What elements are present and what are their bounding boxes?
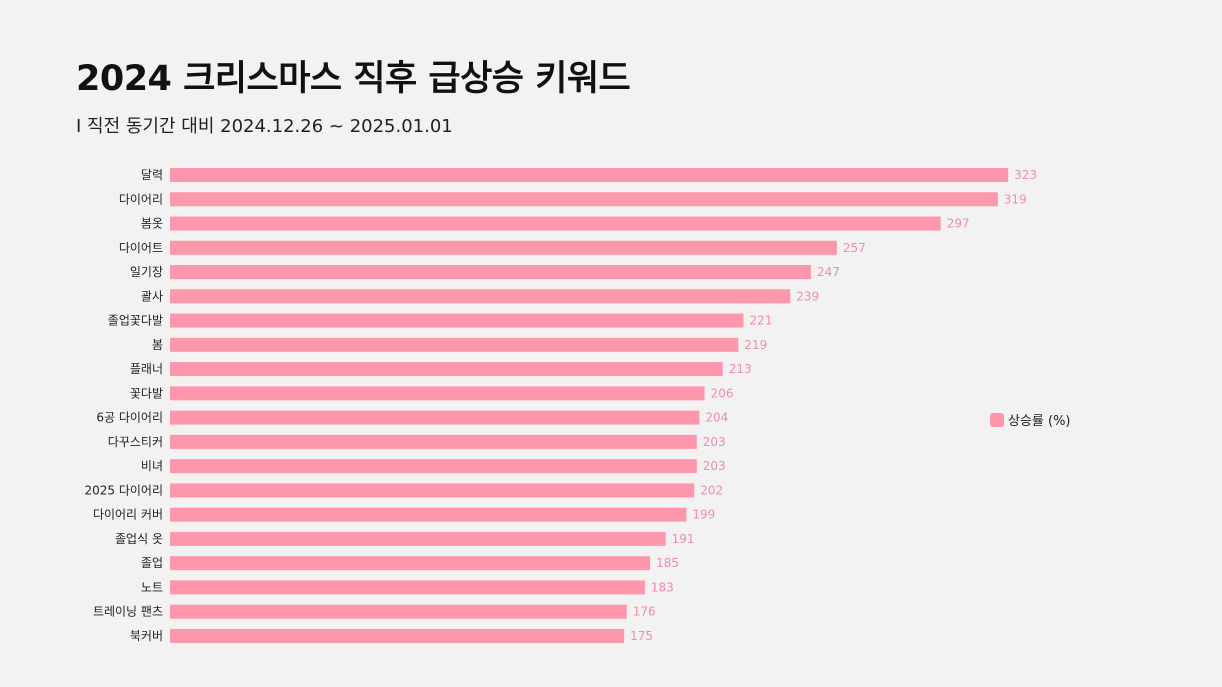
bar (170, 337, 739, 352)
value-label: 319 (1004, 192, 1027, 206)
bar (170, 531, 666, 546)
value-label: 203 (703, 459, 726, 473)
category-label: 북커버 (130, 629, 163, 643)
bar (170, 434, 697, 449)
category-label: 졸업식 옷 (115, 532, 163, 546)
value-label: 203 (703, 435, 726, 449)
bar (170, 240, 837, 255)
category-label: 비녀 (141, 459, 163, 473)
bar (170, 362, 723, 377)
value-label: 204 (705, 411, 728, 425)
bar (170, 168, 1009, 182)
category-label: 봄 (152, 338, 163, 352)
value-label: 191 (672, 532, 695, 546)
value-label: 199 (692, 508, 715, 522)
category-label: 일기장 (130, 265, 163, 279)
category-label: 트레이닝 팬츠 (93, 605, 163, 619)
bar (170, 289, 791, 304)
value-label: 175 (630, 629, 653, 643)
bar (170, 483, 695, 498)
category-label: 괄사 (141, 289, 163, 303)
legend-label: 상승률 (%) (1008, 414, 1071, 429)
category-label: 졸업꽃다발 (108, 314, 163, 328)
chart-title: 2024 크리스마스 직후 급상승 키워드 (76, 59, 631, 99)
value-label: 206 (711, 386, 734, 400)
value-label: 221 (749, 314, 772, 328)
category-label: 봄옷 (141, 217, 163, 231)
category-label: 졸업 (141, 556, 163, 570)
category-label: 노트 (141, 580, 163, 594)
bar (170, 410, 700, 425)
bar (170, 216, 941, 231)
bar (170, 556, 651, 571)
bar (170, 192, 998, 207)
category-label: 다꾸스티커 (108, 435, 163, 449)
bar (170, 265, 811, 280)
category-label: 다이어리 (119, 192, 163, 206)
value-label: 213 (729, 362, 752, 376)
category-label: 꽃다발 (130, 386, 163, 400)
value-label: 183 (651, 580, 674, 594)
category-label: 2025 다이어리 (84, 483, 163, 497)
bar (170, 507, 687, 522)
value-label: 247 (817, 265, 840, 279)
value-label: 185 (656, 556, 679, 570)
value-label: 323 (1014, 168, 1037, 182)
category-label: 다이어리 커버 (93, 508, 163, 522)
bar (170, 604, 627, 619)
value-label: 257 (843, 241, 866, 255)
bar (170, 386, 705, 401)
category-label: 6공 다이어리 (96, 411, 163, 425)
legend-swatch (990, 412, 1004, 427)
category-label: 플래너 (130, 362, 163, 376)
value-label: 176 (633, 605, 656, 619)
bar (170, 628, 625, 643)
value-label: 239 (796, 289, 819, 303)
bar (170, 313, 744, 328)
chart-subtitle: I 직전 동기간 대비 2024.12.26 ~ 2025.01.01 (76, 116, 453, 137)
category-label: 다이어트 (119, 241, 163, 255)
value-label: 202 (700, 483, 723, 497)
bar (170, 580, 645, 595)
bar (170, 459, 697, 474)
value-label: 219 (744, 338, 767, 352)
legend: 상승률 (%) (990, 410, 1071, 429)
value-label: 297 (947, 217, 970, 231)
category-label: 달력 (141, 168, 163, 182)
